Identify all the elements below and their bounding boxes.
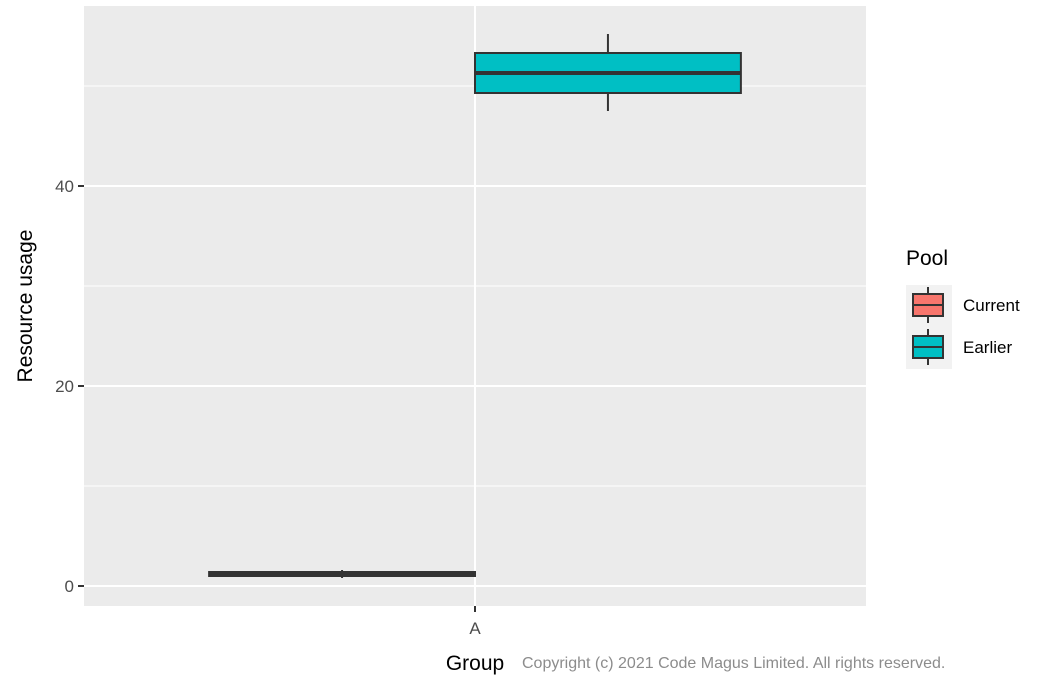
- y-axis-title: Resource usage: [14, 230, 37, 383]
- box-current: [208, 570, 476, 578]
- legend-label: Current: [963, 296, 1020, 315]
- boxes: [208, 34, 742, 578]
- legend-entries: Current Earlier: [912, 287, 1020, 365]
- y-tick-label: 40: [55, 177, 74, 196]
- legend-title: Pool: [906, 247, 948, 270]
- x-tick-label: A: [469, 619, 481, 638]
- y-axis: 0 20 40: [55, 177, 84, 596]
- legend-label: Earlier: [963, 338, 1012, 357]
- legend: Pool Current Earlier: [906, 247, 1020, 369]
- x-axis: A: [469, 606, 481, 638]
- copyright-notice: Copyright (c) 2021 Code Magus Limited. A…: [522, 655, 946, 672]
- legend-entry: Earlier: [912, 329, 1012, 365]
- legend-entry: Current: [912, 287, 1020, 323]
- box-earlier: [474, 34, 742, 111]
- y-tick-label: 0: [65, 577, 74, 596]
- grid-major: [84, 6, 866, 606]
- x-axis-title: Group: [446, 652, 504, 675]
- y-tick-label: 20: [55, 377, 74, 396]
